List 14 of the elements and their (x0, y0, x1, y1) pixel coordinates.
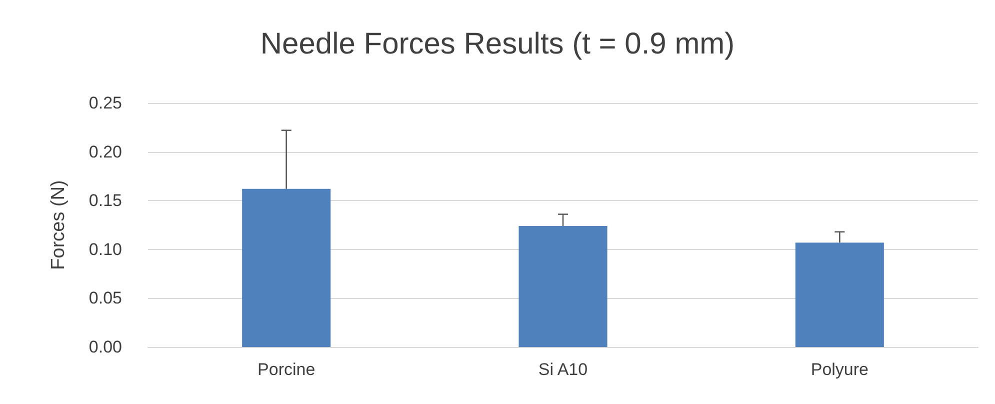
y-tick-label: 0.20 (88, 142, 122, 162)
chart-title: Needle Forces Results (t = 0.9 mm) (260, 28, 735, 60)
x-tick-label: Si A10 (538, 360, 588, 379)
y-tick-label: 0.10 (88, 240, 122, 259)
y-axis-title: Forces (N) (48, 180, 69, 270)
y-tick-label: 0.15 (88, 191, 122, 210)
y-tick-label: 0.25 (88, 94, 122, 112)
x-tick-label: Porcine (258, 360, 316, 379)
y-tick-label: 0.05 (88, 288, 122, 308)
bar (518, 226, 608, 347)
bar (242, 188, 331, 347)
y-tick-label: 0.00 (88, 338, 122, 356)
x-tick-label: Polyure (810, 360, 868, 379)
bar (795, 242, 884, 347)
